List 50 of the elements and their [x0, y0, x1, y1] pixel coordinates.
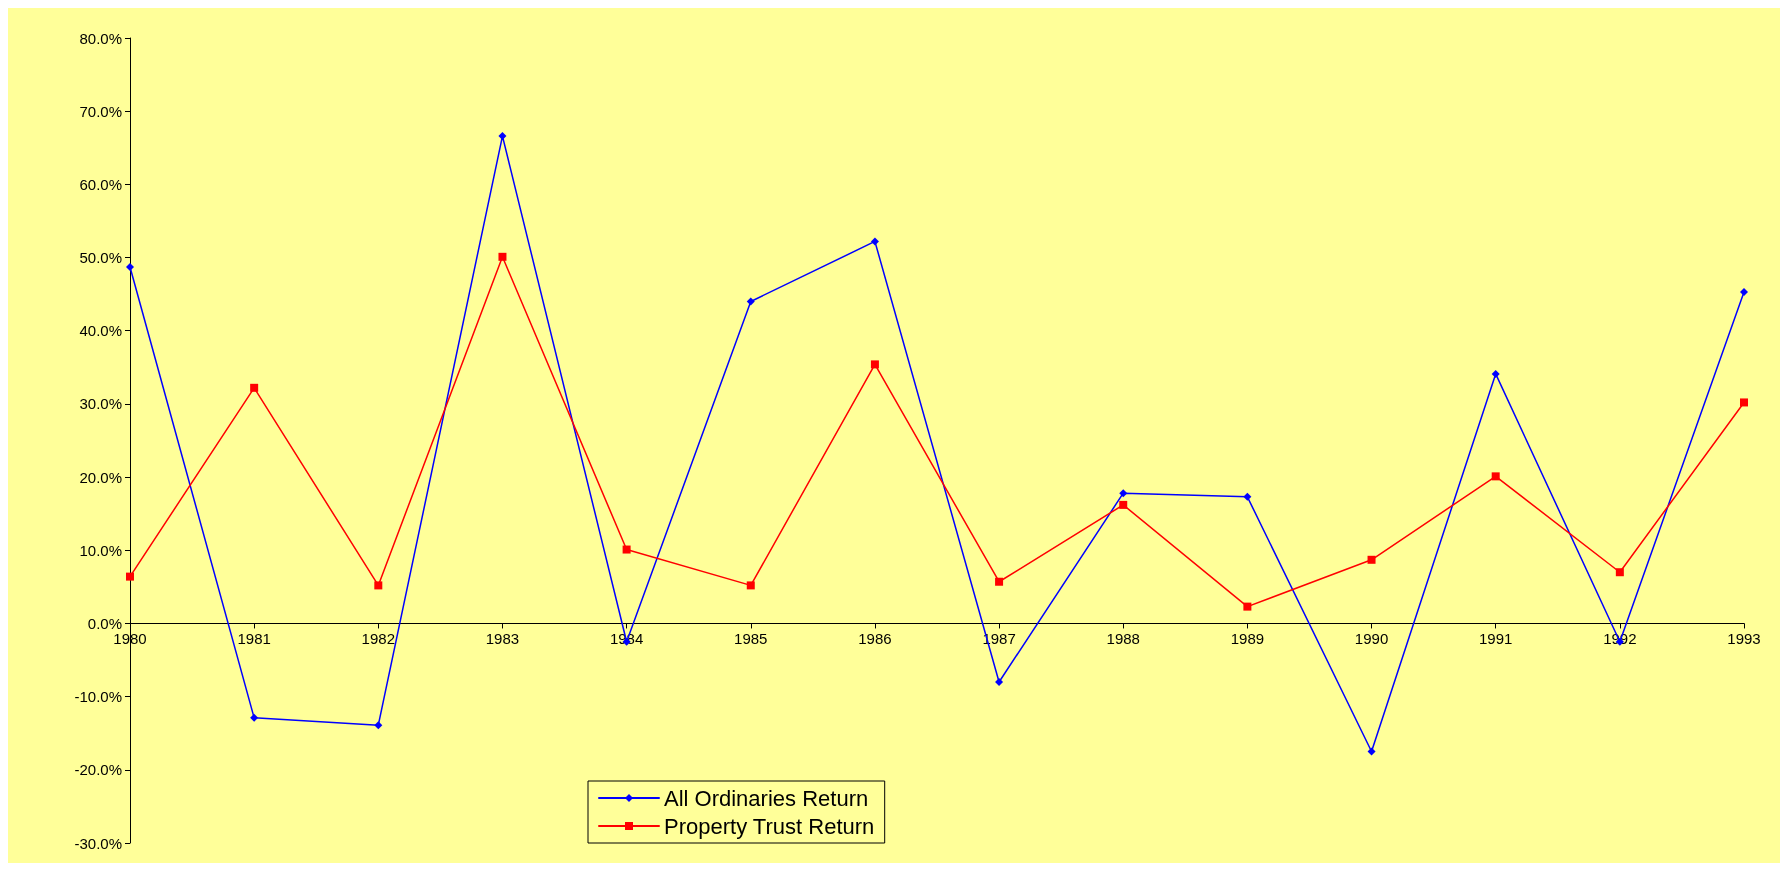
- x-tick-label: 1989: [1230, 630, 1265, 648]
- x-tick-label: 1990: [1354, 630, 1389, 648]
- x-tick-label: 1991: [1479, 630, 1513, 648]
- y-tick-label: 0.0%: [87, 614, 122, 632]
- point: [250, 383, 259, 392]
- y-tick-label: 10.0%: [79, 541, 122, 559]
- point: [870, 237, 879, 246]
- point: [126, 263, 134, 272]
- point: [746, 297, 755, 306]
- x-tick-label: 1981: [237, 630, 271, 648]
- y-tick-label: 50.0%: [79, 249, 122, 267]
- legend-label: All Ordinaries Return: [664, 785, 869, 811]
- point: [1615, 568, 1624, 577]
- point: [1243, 492, 1252, 501]
- point: [1491, 369, 1500, 378]
- point: [995, 577, 1004, 586]
- y-tick-label: -10.0%: [74, 688, 122, 706]
- y-tick-label: 20.0%: [79, 468, 122, 486]
- x-tick-label: 1982: [361, 630, 395, 648]
- point: [995, 678, 1004, 686]
- point: [1243, 602, 1252, 611]
- y-tick-label: 30.0%: [79, 395, 122, 413]
- x-tick-label: 1985: [734, 630, 768, 648]
- point: [746, 581, 755, 590]
- point: [1119, 500, 1128, 509]
- y-tick-label: 40.0%: [79, 322, 122, 340]
- point: [1740, 398, 1748, 407]
- x-tick-label: 1986: [858, 630, 892, 648]
- point: [1740, 287, 1748, 296]
- point: [1491, 472, 1500, 481]
- point: [498, 132, 507, 141]
- y-tick-label: 80.0%: [79, 29, 122, 47]
- x-tick-label: 1988: [1106, 630, 1140, 648]
- point: [374, 721, 383, 730]
- point: [374, 581, 383, 590]
- y-tick-label: 70.0%: [79, 102, 122, 120]
- point: [1367, 555, 1376, 564]
- point: [126, 572, 134, 581]
- point: [870, 360, 879, 369]
- point: [1367, 747, 1376, 756]
- y-tick-label: 60.0%: [79, 175, 122, 193]
- point: [250, 713, 259, 722]
- x-tick-label: 1983: [485, 630, 520, 648]
- legend-label: Property Trust Return: [664, 813, 875, 839]
- point: [1119, 489, 1128, 498]
- y-tick-label: -30.0%: [74, 834, 122, 852]
- point: [498, 252, 507, 261]
- x-tick-label: 1993: [1727, 630, 1761, 648]
- point: [622, 545, 631, 554]
- y-tick-label: -20.0%: [74, 761, 122, 779]
